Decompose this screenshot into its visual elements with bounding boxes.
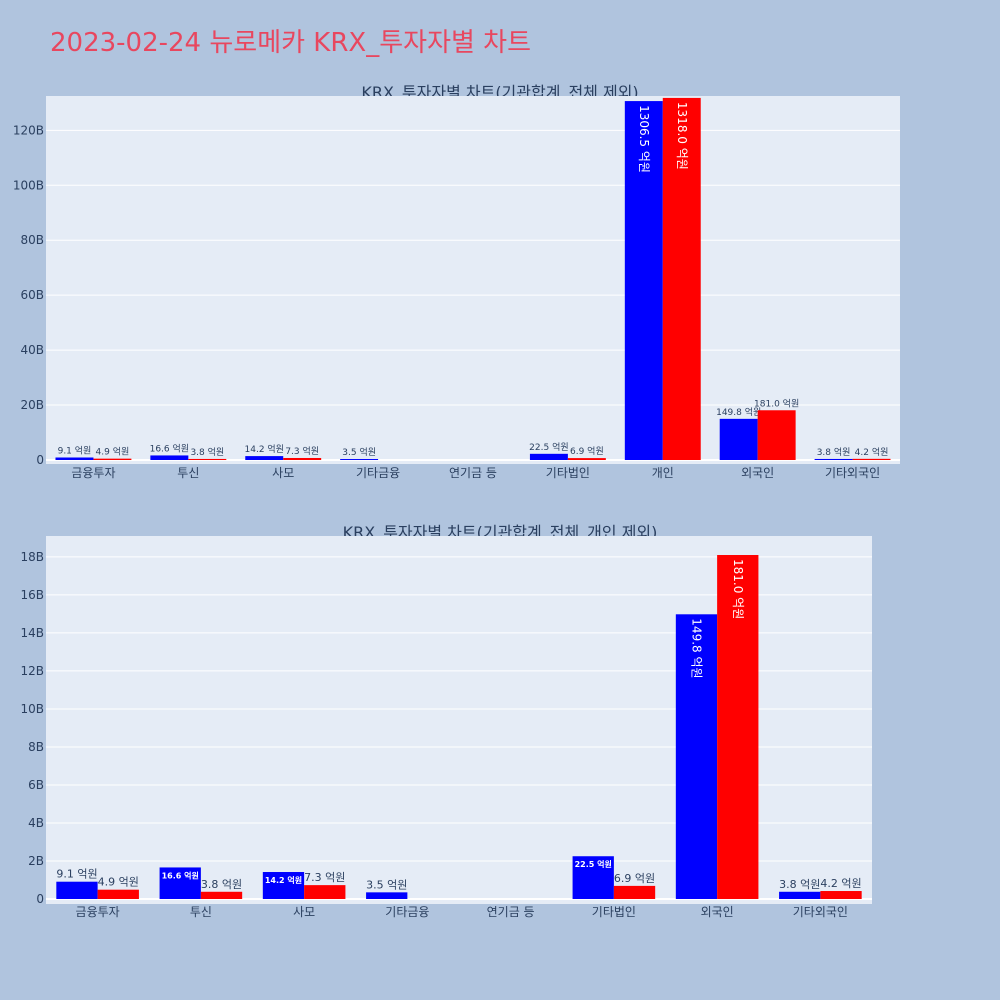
y-tick-label: 12B [20, 664, 44, 678]
data-label: 4.9 억원 [96, 446, 130, 458]
x-tick-label: 기타법인 [546, 466, 590, 480]
data-label: 6.9 억원 [614, 872, 655, 885]
bar [779, 891, 821, 899]
x-tick-label: 기타외국인 [793, 905, 848, 919]
bar [97, 889, 139, 899]
data-label: 1318.0 억원 [675, 102, 689, 170]
data-label: 14.2 억원 [245, 443, 284, 455]
bar [820, 891, 862, 899]
bar [55, 457, 94, 460]
data-label: 181.0 억원 [754, 397, 799, 409]
x-tick-label: 연기금 등 [449, 466, 497, 480]
x-tick-label: 기타외국인 [825, 466, 880, 480]
y-tick-label: 16B [20, 588, 44, 602]
y-tick-label: 60B [20, 288, 44, 302]
data-label: 7.3 억원 [285, 445, 319, 457]
bar [262, 872, 305, 899]
page-title: 2023-02-24 뉴로메카 KRX_투자자별 차트 [50, 28, 532, 58]
x-tick-label: 사모 [293, 905, 315, 919]
data-label: 3.8 억원 [201, 878, 242, 891]
bar [340, 459, 379, 460]
bar [852, 458, 891, 460]
bar [567, 458, 606, 460]
plot-area [46, 96, 900, 464]
data-label: 3.8 억원 [779, 878, 820, 891]
data-label: 22.5 억원 [575, 859, 612, 869]
data-label: 3.5 억원 [342, 446, 376, 458]
x-tick-label: 투신 [190, 905, 212, 919]
bar [200, 891, 243, 899]
data-label: 16.6 억원 [150, 442, 189, 454]
x-tick-label: 투신 [177, 466, 199, 480]
bar [675, 614, 718, 899]
data-label: 4.2 억원 [855, 446, 889, 458]
data-label: 6.9 억원 [570, 445, 604, 457]
bar [93, 458, 132, 460]
y-tick-label: 8B [28, 740, 44, 754]
bar [245, 456, 284, 460]
x-tick-label: 금융투자 [76, 905, 120, 919]
data-label: 181.0 억원 [731, 559, 745, 619]
y-tick-label: 6B [28, 778, 44, 792]
x-tick-label: 사모 [272, 466, 294, 480]
x-tick-label: 기타금융 [356, 466, 400, 480]
data-label: 14.2 억원 [265, 875, 302, 885]
y-tick-label: 0 [36, 453, 44, 467]
data-label: 9.1 억원 [56, 868, 97, 881]
x-tick-label: 연기금 등 [487, 905, 535, 919]
bar [366, 892, 408, 899]
bar [188, 458, 227, 460]
bar [613, 885, 656, 899]
data-label: 3.8 억원 [190, 446, 224, 458]
data-label: 4.9 억원 [98, 876, 139, 889]
bar [719, 418, 758, 460]
x-tick-label: 기타법인 [592, 905, 636, 919]
y-tick-label: 100B [13, 178, 44, 192]
y-tick-label: 4B [28, 816, 44, 830]
bar [572, 856, 614, 899]
y-tick-label: 0 [36, 892, 44, 906]
data-label: 4.2 억원 [820, 877, 861, 890]
bar [159, 867, 201, 899]
data-label: 7.3 억원 [304, 871, 345, 884]
y-tick-label: 80B [20, 233, 44, 247]
data-label: 3.5 억원 [366, 878, 407, 891]
data-label: 149.8 억원 [716, 406, 761, 418]
y-tick-label: 20B [20, 398, 44, 412]
bar [717, 555, 759, 899]
x-tick-label: 기타금융 [385, 905, 429, 919]
bar [814, 458, 853, 460]
y-tick-label: 2B [28, 854, 44, 868]
data-label: 1306.5 억원 [637, 105, 651, 173]
y-tick-label: 120B [13, 123, 44, 137]
y-tick-label: 10B [20, 702, 44, 716]
bar [283, 457, 322, 460]
x-tick-label: 개인 [652, 466, 674, 480]
bar [150, 455, 189, 460]
bar [304, 885, 346, 899]
bar [624, 101, 663, 460]
y-tick-label: 18B [20, 550, 44, 564]
bar [56, 881, 98, 899]
x-tick-label: 외국인 [741, 466, 774, 480]
x-tick-label: 금융투자 [71, 466, 115, 480]
data-label: 3.8 억원 [817, 446, 851, 458]
chart-2: 0 2B 4B 6B 8B 10B 12B 14B 16B 18B 금융투자 9.1 억원4.9 억원… [20, 536, 872, 919]
bar [529, 453, 568, 460]
y-tick-label: 40B [20, 343, 44, 357]
bar [662, 97, 701, 460]
data-label: 9.1 억원 [58, 445, 92, 457]
data-label: 149.8 억원 [689, 618, 703, 678]
bar [757, 410, 796, 460]
y-tick-label: 14B [20, 626, 44, 640]
x-tick-label: 외국인 [701, 905, 734, 919]
data-label: 16.6 억원 [162, 870, 199, 880]
data-label: 22.5 억원 [529, 441, 568, 453]
